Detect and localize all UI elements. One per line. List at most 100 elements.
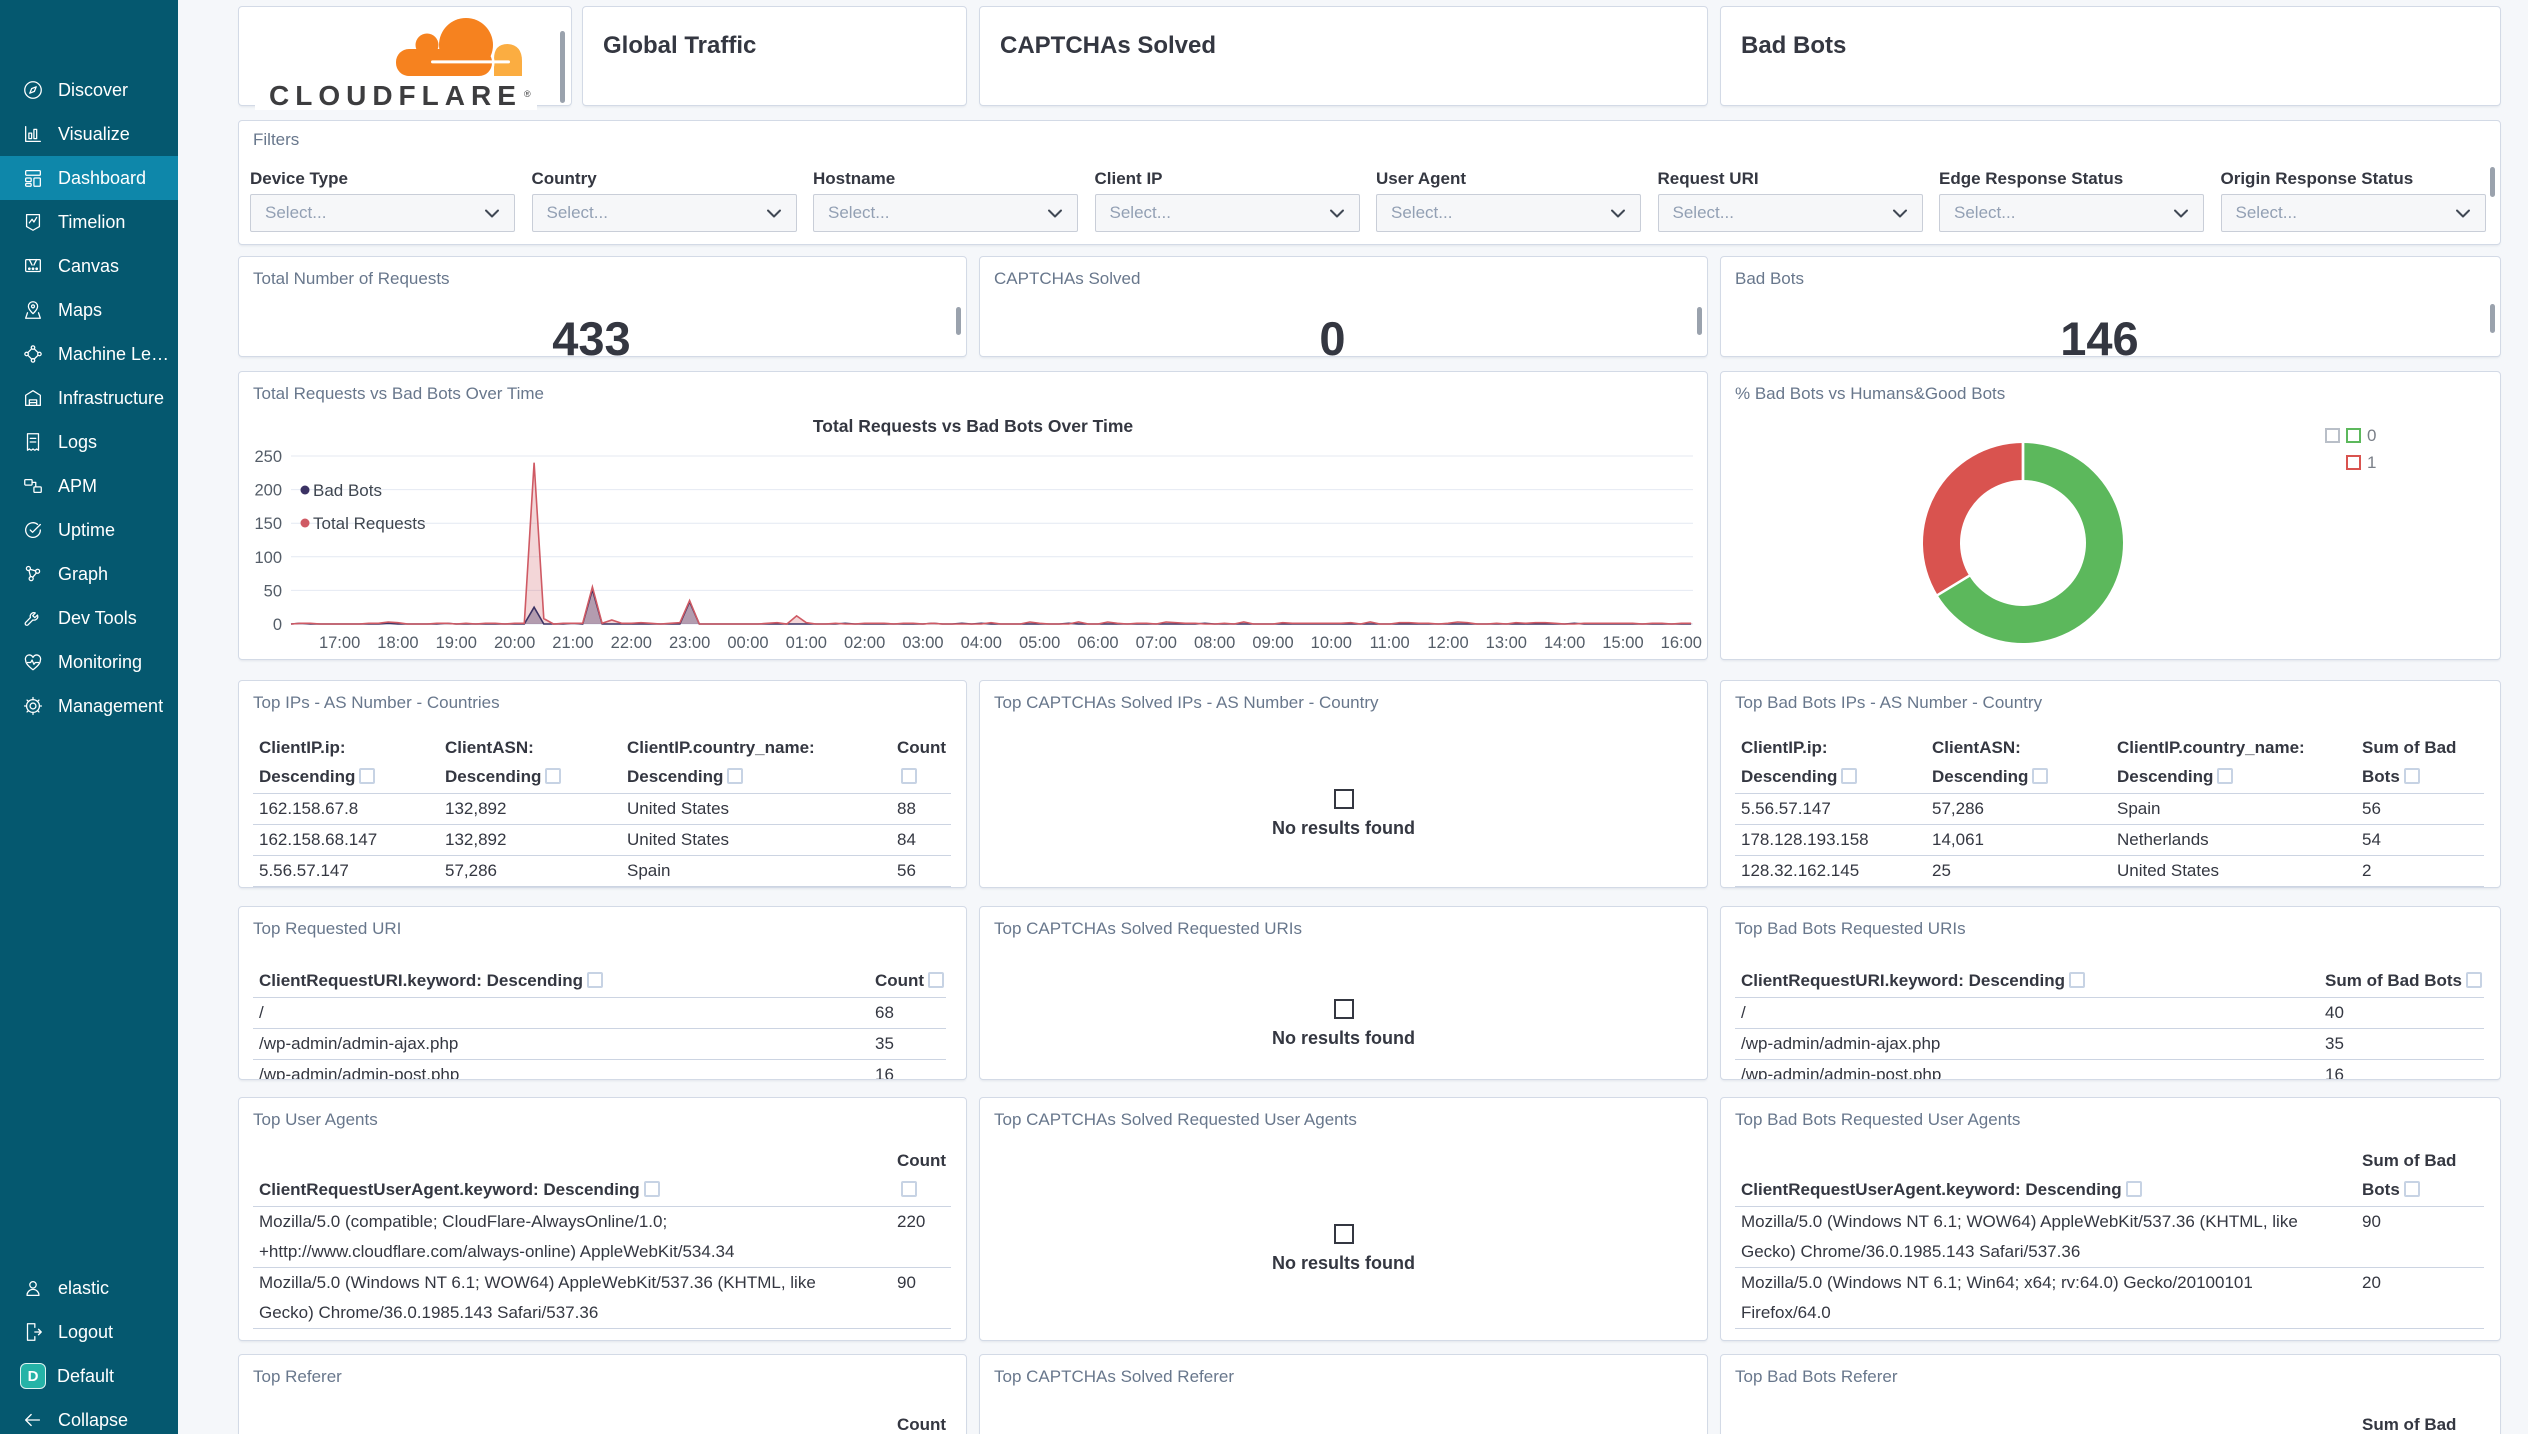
column-header[interactable]: ClientIP.ip: Descending [253, 733, 439, 794]
sidebar-item-label: Monitoring [58, 651, 143, 672]
table-panel-title[interactable]: Top Requested URI [253, 919, 402, 938]
column-header[interactable]: Sum of Bad Bots [2356, 1146, 2484, 1207]
column-header[interactable]: ClientASN: Descending [439, 733, 621, 794]
timeseries-panel-title[interactable]: Total Requests vs Bad Bots Over Time [253, 384, 545, 403]
header-filter-icon [727, 768, 744, 784]
column-header[interactable]: ClientASN: Descending [1926, 733, 2111, 794]
sidebar-item-dev-tools[interactable]: Dev Tools [0, 596, 178, 640]
table-panel-title[interactable]: Top Bad Bots Requested URIs [1735, 919, 1966, 938]
sidebar-item-discover[interactable]: Discover [0, 68, 178, 112]
sidebar-item-infrastructure[interactable]: Infrastructure [0, 376, 178, 420]
registered-mark: ® [524, 89, 531, 99]
column-header[interactable]: Count [891, 733, 951, 794]
column-header[interactable]: ClientIP.country_name: Descending [2111, 733, 2356, 794]
table-panel-title[interactable]: Top CAPTCHAs Solved Referer [994, 1367, 1234, 1386]
filter-label: Device Type [250, 169, 348, 188]
sidebar-item-uptime[interactable]: Uptime [0, 508, 178, 552]
table-panel-title[interactable]: Top CAPTCHAs Solved Requested User Agent… [994, 1110, 1357, 1129]
table-panel-title[interactable]: Top CAPTCHAs Solved IPs - AS Number - Co… [994, 693, 1379, 712]
legend-toggle-icon[interactable] [2325, 428, 2340, 443]
scrollbar-thumb[interactable] [2490, 167, 2495, 197]
column-header[interactable]: Count [891, 1146, 951, 1207]
column-header[interactable]: ClientIP.ip: Descending [1735, 733, 1926, 794]
chevron-down-icon [766, 209, 781, 217]
table-panel-title[interactable]: Top CAPTCHAs Solved Requested URIs [994, 919, 1303, 938]
dev-tools-icon [21, 606, 45, 630]
x-tick-label: 02:00 [844, 634, 885, 652]
table-cell: 5.56.57.147 [1735, 793, 1926, 825]
table-panel-title[interactable]: Top Bad Bots IPs - AS Number - Country [1735, 693, 2043, 712]
filter-select-origin-response-status[interactable]: Select... [2220, 194, 2486, 232]
column-header[interactable]: ClientRequestURI.keyword: Descending [253, 966, 869, 998]
table-panel-title[interactable]: Top User Agents [253, 1110, 378, 1129]
sidebar-item-apm[interactable]: APM [0, 464, 178, 508]
sidebar-item-timelion[interactable]: Timelion [0, 200, 178, 244]
metric-panel-title[interactable]: Total Number of Requests [253, 269, 450, 288]
table-panel-title[interactable]: Top Bad Bots Requested User Agents [1735, 1110, 2021, 1129]
sidebar-item-space-default[interactable]: D Default [0, 1354, 178, 1398]
column-header[interactable]: ClientRequestURI.keyword: Descending [1735, 966, 2320, 998]
x-tick-label: 21:00 [552, 634, 593, 652]
filters-panel-title[interactable]: Filters [253, 130, 300, 149]
table-panel-title[interactable]: Top Referer [253, 1367, 342, 1386]
badbot-uri-table: ClientRequestURI.keyword: Descending Sum … [1735, 966, 2484, 1079]
metric-panel-title[interactable]: CAPTCHAs Solved [994, 269, 1141, 288]
metric-panel-title[interactable]: Bad Bots [1735, 269, 1804, 288]
x-tick-label: 00:00 [727, 634, 768, 652]
chart-inner-title: Total Requests vs Bad Bots Over Time [813, 416, 1134, 436]
legend-swatch-0[interactable] [2346, 428, 2361, 443]
sidebar-item-management[interactable]: Management [0, 684, 178, 728]
header-filter-icon [928, 972, 945, 988]
scrollbar-thumb[interactable] [2490, 304, 2495, 333]
column-header[interactable]: ClientRequestUserAgent.keyword: Descendi… [253, 1146, 891, 1207]
filter-select-client-ip[interactable]: Select... [1094, 194, 1360, 232]
column-header[interactable] [1735, 1410, 2356, 1434]
sidebar-item-dashboard[interactable]: Dashboard [0, 156, 178, 200]
filter-select-country[interactable]: Select... [531, 194, 797, 232]
legend-label[interactable]: 1 [2367, 453, 2376, 472]
scrollbar-thumb[interactable] [956, 307, 961, 335]
filter-select-device-type[interactable]: Select... [250, 194, 515, 232]
column-header[interactable] [253, 1410, 891, 1434]
column-header[interactable]: Sum of Bad Bots [2356, 1410, 2471, 1434]
table-panel-title[interactable]: Top IPs - AS Number - Countries [253, 693, 500, 712]
table-cell: 25 [1926, 855, 2111, 887]
sidebar-item-collapse[interactable]: Collapse [0, 1398, 178, 1434]
chevron-down-icon [485, 209, 499, 217]
sidebar-item-maps[interactable]: Maps [0, 288, 178, 332]
table-cell: 84 [891, 824, 951, 856]
sidebar-item-canvas[interactable]: Canvas [0, 244, 178, 288]
sidebar-item-graph[interactable]: Graph [0, 552, 178, 596]
filter-select-edge-response-status[interactable]: Select... [1939, 194, 2204, 232]
table-cell: 162.158.67.8 [253, 793, 439, 825]
legend-item-bad-bots[interactable]: Bad Bots [300, 481, 383, 500]
legend-label[interactable]: 0 [2367, 426, 2376, 445]
sidebar-item-logs[interactable]: Logs [0, 420, 178, 464]
filter-select-hostname[interactable]: Select... [813, 194, 1078, 232]
sidebar-item-logout[interactable]: Logout [0, 1310, 178, 1354]
sidebar-item-user[interactable]: elastic [0, 1266, 178, 1310]
scrollbar-thumb[interactable] [560, 31, 565, 103]
panel-donut-chart: % Bad Bots vs Humans&Good Bots 0 1 [1720, 371, 2501, 660]
column-header[interactable]: Count [891, 1410, 951, 1434]
filter-select-user-agent[interactable]: Select... [1376, 194, 1641, 232]
donut-panel-title[interactable]: % Bad Bots vs Humans&Good Bots [1735, 384, 2006, 403]
sidebar-item-monitoring[interactable]: Monitoring [0, 640, 178, 684]
donut-slice-0[interactable] [1937, 443, 2123, 643]
x-tick-label: 08:00 [1194, 634, 1235, 652]
machine-learning-icon [21, 342, 45, 366]
legend-swatch-1[interactable] [2346, 455, 2361, 470]
table-row: Mozilla/5.0 (Windows NT 6.1; Win64; x64;… [1735, 1267, 2484, 1329]
column-header[interactable]: Sum of Bad Bots [2356, 733, 2484, 794]
sidebar-item-visualize[interactable]: Visualize [0, 112, 178, 156]
column-header[interactable]: Count [869, 966, 947, 998]
column-header[interactable]: ClientRequestUserAgent.keyword: Descendi… [1735, 1146, 2356, 1207]
column-header[interactable]: Sum of Bad Bots [2319, 966, 2484, 998]
filter-select-request-uri[interactable]: Select... [1657, 194, 1923, 232]
scrollbar-thumb[interactable] [1697, 307, 1702, 335]
table-panel-title[interactable]: Top Bad Bots Referer [1735, 1367, 1898, 1386]
column-header[interactable]: ClientIP.country_name: Descending [621, 733, 891, 794]
sidebar-item-machine-learning[interactable]: Machine Le… [0, 332, 178, 376]
donut-slice-1[interactable] [1922, 443, 2023, 596]
legend-item-total-requests[interactable]: Total Requests [300, 514, 426, 533]
